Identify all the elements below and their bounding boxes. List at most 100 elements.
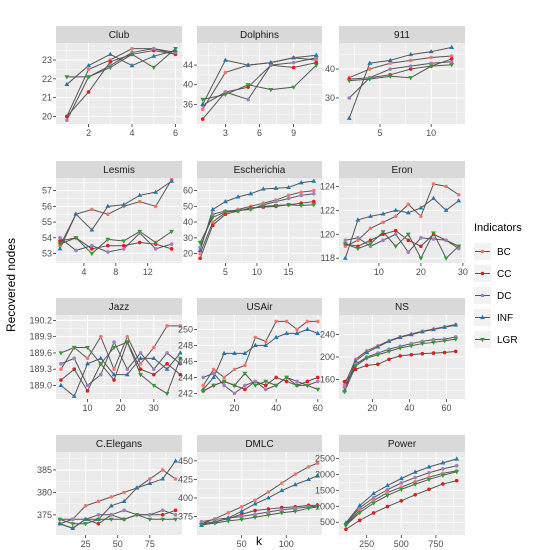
data-point-dc — [406, 250, 411, 255]
x-tick-label: 100 — [279, 539, 294, 549]
data-point-lgr — [263, 379, 269, 384]
series-line-dc — [201, 505, 318, 523]
data-point-inf — [273, 334, 279, 339]
data-point-bc — [178, 324, 182, 328]
data-point-lgr — [260, 204, 266, 209]
data-point-inf — [346, 115, 352, 120]
data-point-lgr — [456, 244, 462, 249]
data-point-lgr — [368, 242, 373, 247]
panel-c-elegans: C.Elegans 375 380 385 25 50 75 — [37, 435, 182, 549]
data-point-bc — [367, 67, 372, 71]
y-tick-label: 120 — [320, 229, 335, 239]
data-point-inf — [305, 326, 310, 331]
data-point-inf — [223, 199, 228, 204]
data-point-lgr — [108, 517, 114, 522]
legend-label: DC — [497, 291, 511, 302]
panel-strip — [197, 298, 322, 315]
data-point-dc — [253, 379, 258, 384]
panel-title: Club — [109, 30, 130, 41]
y-tick-label: 56 — [42, 201, 52, 211]
data-point-lgr — [138, 373, 143, 378]
data-point-cc — [420, 351, 425, 356]
data-point-cc — [121, 243, 126, 248]
data-point-inf — [294, 330, 300, 335]
data-point-inf — [160, 476, 166, 481]
data-point-bc — [293, 472, 298, 477]
data-point-dc — [106, 250, 110, 254]
panel-ns: NS 160 200 240 20 40 60 — [320, 298, 465, 413]
legend-item-cc: CC — [474, 265, 511, 282]
data-point-lgr — [454, 470, 460, 475]
data-point-bc — [210, 220, 215, 224]
data-point-lgr — [298, 203, 304, 209]
data-point-dc — [109, 513, 114, 517]
data-point-dc — [246, 97, 250, 102]
panel-title: USAir — [246, 302, 273, 313]
data-point-lgr — [449, 63, 455, 68]
data-point-cc — [364, 363, 369, 368]
y-tick-label: 20 — [42, 111, 52, 121]
data-point-cc — [376, 362, 380, 367]
series-line-dc — [202, 57, 317, 106]
panel-background — [56, 43, 182, 124]
data-point-dc — [441, 467, 445, 471]
panel-title: DMLC — [245, 439, 273, 450]
legend-key-marker — [480, 314, 485, 320]
data-point-inf — [124, 372, 130, 377]
data-point-lgr — [248, 207, 254, 212]
data-point-lgr — [64, 75, 70, 80]
data-point-bc — [456, 192, 461, 197]
series-group — [57, 458, 178, 531]
data-point-cc — [284, 379, 289, 384]
data-point-dc — [280, 508, 284, 512]
data-point-bc — [211, 367, 216, 372]
y-tick-label: 190.2 — [29, 315, 52, 325]
legend-label: LGR — [497, 335, 518, 346]
data-point-cc — [431, 351, 436, 355]
data-point-inf — [456, 198, 462, 203]
data-point-inf — [355, 217, 361, 222]
data-point-cc — [371, 511, 376, 515]
data-point-inf — [151, 53, 157, 58]
series-line-dc — [203, 372, 319, 395]
data-point-lgr — [412, 482, 418, 487]
data-point-lgr — [58, 351, 64, 356]
x-tick-label: 3 — [223, 128, 228, 138]
data-point-inf — [298, 180, 304, 185]
data-point-dc — [413, 475, 417, 480]
data-point-cc — [454, 478, 459, 483]
data-point-inf — [453, 322, 459, 327]
y-tick-label: 22 — [42, 74, 52, 84]
x-tick-label: 500 — [394, 539, 409, 549]
data-point-lgr — [212, 521, 218, 526]
data-point-bc — [138, 361, 143, 366]
data-point-bc — [148, 477, 152, 481]
data-point-inf — [368, 213, 373, 218]
data-point-dc — [148, 513, 152, 517]
series-line-cc — [202, 62, 317, 120]
data-point-inf — [380, 211, 386, 216]
data-point-bc — [253, 498, 257, 502]
data-point-dc — [356, 236, 360, 240]
data-point-bc — [449, 54, 454, 58]
data-point-lgr — [428, 64, 434, 69]
data-point-bc — [201, 383, 206, 388]
data-point-cc — [342, 379, 347, 384]
data-point-dc — [299, 193, 303, 198]
x-tick-label: 5 — [377, 128, 382, 138]
data-point-dc — [342, 385, 347, 390]
data-point-dc — [151, 46, 156, 51]
data-point-dc — [266, 510, 271, 514]
data-point-lgr — [197, 240, 203, 246]
data-point-cc — [357, 518, 362, 523]
data-point-lgr — [121, 239, 127, 244]
data-point-cc — [399, 499, 404, 503]
data-point-lgr — [426, 477, 432, 483]
data-point-dc — [90, 243, 94, 248]
y-tick-label: 124 — [320, 181, 335, 191]
data-point-dc — [65, 118, 69, 123]
series-group — [200, 52, 319, 121]
data-point-cc — [253, 508, 257, 513]
data-point-bc — [109, 495, 114, 499]
x-tick-label: 20 — [367, 403, 377, 413]
